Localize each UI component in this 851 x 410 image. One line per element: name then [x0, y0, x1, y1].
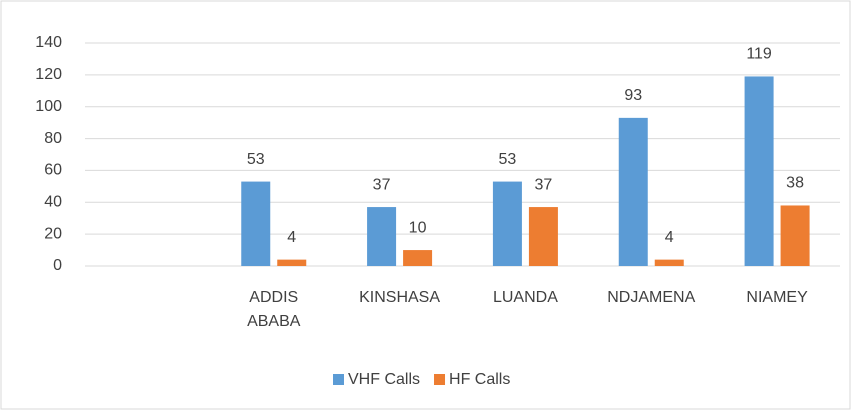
- value-label: 53: [499, 151, 517, 168]
- y-tick-label: 0: [53, 257, 62, 274]
- value-label: 37: [373, 176, 391, 193]
- y-tick-label: 140: [35, 34, 62, 51]
- value-label: 10: [409, 219, 427, 236]
- x-tick-label: NDJAMENA: [607, 289, 695, 306]
- value-label: 53: [247, 151, 265, 168]
- legend-label: HF Calls: [449, 371, 510, 388]
- legend-swatch: [333, 374, 344, 385]
- bar: [492, 181, 522, 266]
- value-label: 93: [624, 87, 642, 104]
- x-tick-label: ADDIS ABABA: [247, 289, 301, 330]
- x-tick-label: KINSHASA: [359, 289, 440, 306]
- y-tick-label: 60: [44, 162, 62, 179]
- bar: [528, 207, 558, 266]
- y-tick-label: 80: [44, 130, 62, 147]
- value-label: 4: [665, 229, 674, 246]
- y-tick-label: 40: [44, 194, 62, 211]
- legend-label: VHF Calls: [348, 371, 420, 388]
- bar: [654, 259, 684, 266]
- y-tick-label: 120: [35, 66, 62, 83]
- bar: [618, 117, 648, 266]
- bar: [744, 76, 774, 266]
- x-tick-label: LUANDA: [493, 289, 558, 306]
- y-tick-label: 100: [35, 98, 62, 115]
- bar: [277, 259, 307, 266]
- y-tick-label: 20: [44, 225, 62, 242]
- bar: [403, 250, 433, 266]
- x-tick-label: NIAMEY: [746, 289, 808, 306]
- bar: [367, 207, 397, 266]
- value-label: 4: [287, 229, 296, 246]
- value-label: 119: [746, 46, 772, 63]
- bar: [780, 205, 810, 266]
- legend-swatch: [434, 374, 446, 385]
- value-label: 37: [535, 176, 553, 193]
- value-label: 38: [786, 175, 804, 192]
- bar: [241, 181, 271, 266]
